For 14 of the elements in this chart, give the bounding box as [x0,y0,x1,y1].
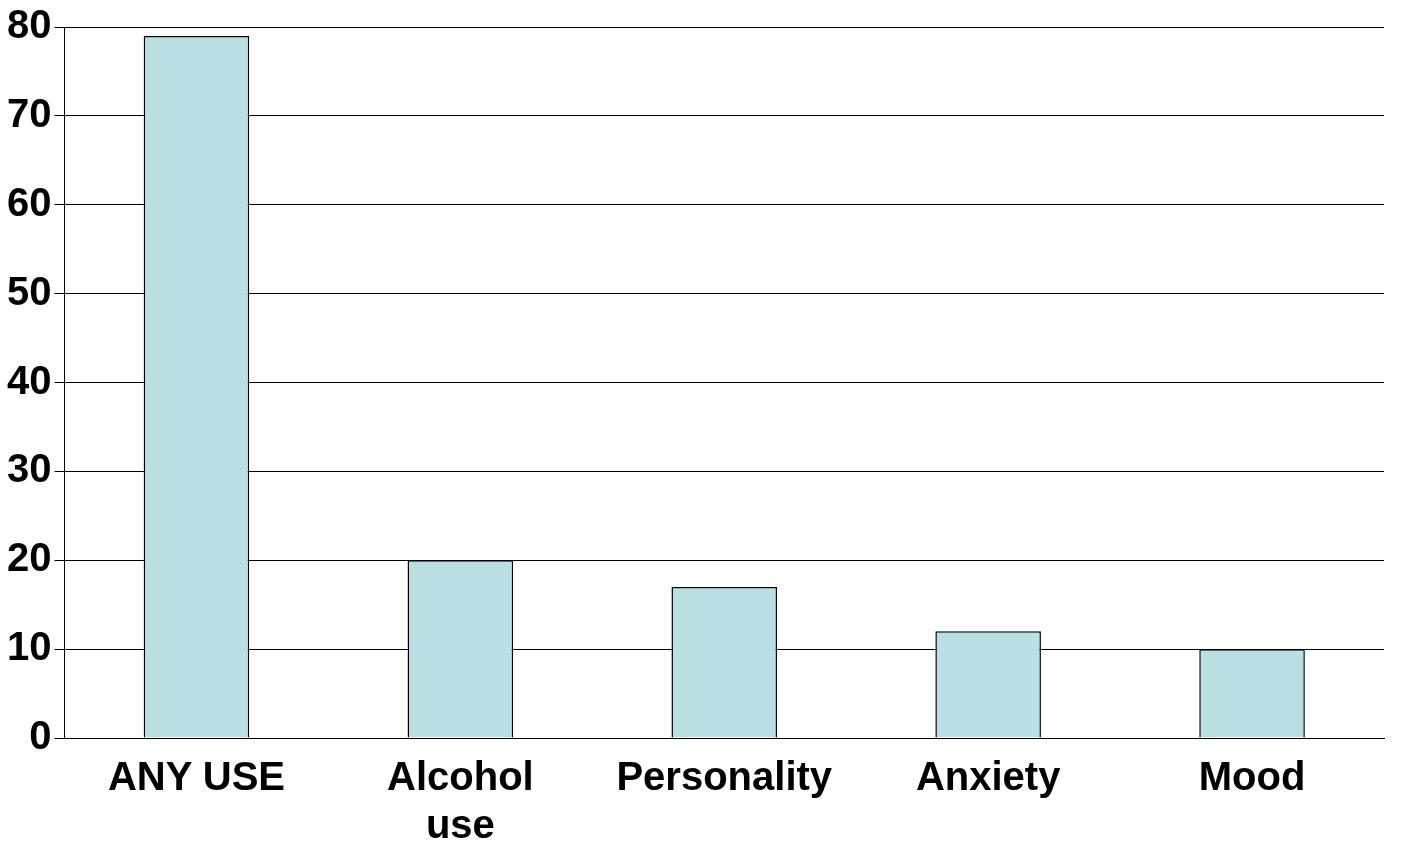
x-tick-label: Anxiety [915,754,1062,799]
y-tick-label: 30 [6,446,52,491]
x-tick-label: Mood [1198,754,1306,799]
x-tick-label: ANY USE [107,754,285,799]
y-tick-label: 50 [6,268,52,313]
x-tick-label: Personality [616,754,833,799]
y-tick-label: 20 [6,535,52,580]
y-tick-label: 70 [6,90,52,135]
y-tick-label: 60 [6,179,52,224]
y-tick-label: 80 [6,2,52,47]
x-tick-label: Alcohol use [387,754,534,847]
y-tick-label: 0 [29,713,52,758]
y-tick-label: 10 [6,624,52,669]
y-tick-label: 40 [6,357,52,402]
